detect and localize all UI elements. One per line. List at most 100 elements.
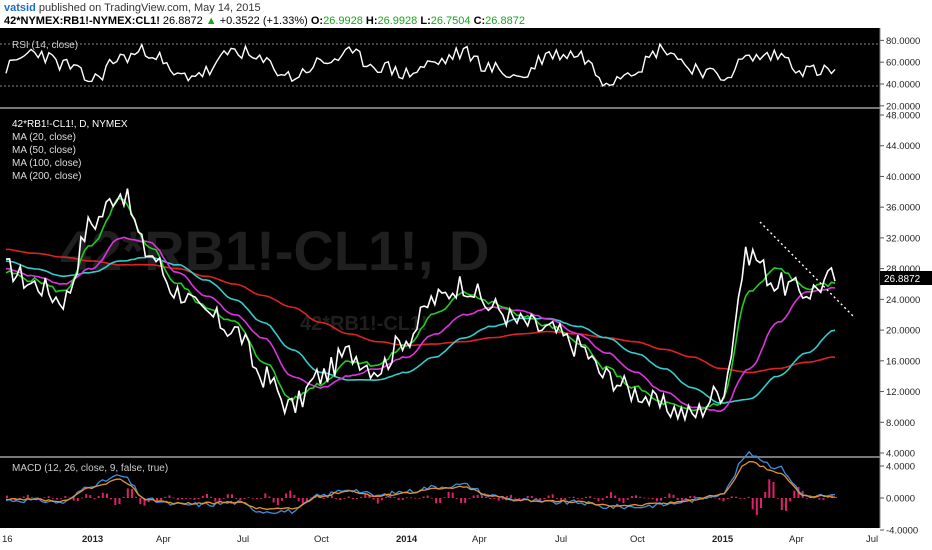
macd-histogram-bar	[355, 498, 358, 499]
macd-histogram-bar	[564, 498, 567, 500]
macd-histogram-bar	[56, 498, 58, 500]
macd-histogram-bar	[360, 496, 363, 498]
macd-histogram-bar	[768, 479, 771, 498]
macd-histogram-bar	[468, 498, 471, 499]
macd-histogram-bar	[597, 498, 600, 502]
main-panel: 42*RB1!-CL1!, D 42*RB1!-CL1! 42*RB1!-CL1…	[5, 111, 932, 460]
macd-label: MACD (12, 26, close, 9, false, true)	[12, 463, 168, 474]
macd-histogram-bar	[118, 498, 121, 504]
macd-histogram-bar	[551, 494, 554, 498]
chart-area[interactable]: RSI (14, close) 80.0000 60.0000 40.0000 20.…	[0, 28, 932, 550]
low-value: 26.7504	[430, 15, 471, 27]
macd-histogram-bar	[185, 498, 188, 499]
macd-histogram-bar	[22, 496, 25, 498]
macd-histogram-bar	[6, 495, 8, 498]
axis-tick-label: 24.0000	[886, 295, 920, 306]
main-axis-ticks: 48.0000 44.0000 40.0000 36.0000 32.0000 28.00…	[880, 111, 920, 460]
x-axis-tick-label: Jul	[237, 534, 249, 545]
axis-tick-label: 4.0000	[886, 462, 915, 473]
macd-histogram-bar	[293, 494, 296, 498]
close-label: C:	[473, 15, 486, 27]
macd-histogram-bar	[264, 493, 267, 498]
macd-histogram-bar	[143, 498, 146, 506]
axis-tick-label: 16.0000	[886, 356, 920, 367]
macd-histogram-bar	[68, 497, 71, 499]
macd-histogram-bar	[672, 494, 675, 498]
macd-histogram-bar	[310, 497, 313, 499]
macd-histogram-bar	[285, 493, 288, 498]
macd-histogram-bar	[464, 498, 467, 504]
macd-histogram-bar	[526, 495, 529, 498]
macd-histogram-bar	[385, 496, 388, 498]
macd-histogram-bar	[622, 498, 625, 504]
macd-histogram-bar	[739, 498, 742, 499]
rsi-label: RSI (14, close)	[12, 40, 78, 51]
macd-histogram-bar	[822, 498, 825, 500]
macd-histogram-bar	[343, 498, 346, 499]
macd-histogram-bar	[605, 496, 608, 498]
axis-tick-label: 48.0000	[886, 111, 920, 122]
macd-histogram-bar	[460, 498, 463, 504]
macd-histogram-bar	[805, 498, 808, 499]
macd-histogram-bar	[747, 496, 750, 498]
macd-histogram-bar	[543, 498, 546, 499]
macd-histogram-bar	[539, 498, 542, 502]
macd-histogram-bar	[72, 498, 75, 501]
macd-histogram-bar	[651, 498, 654, 500]
macd-histogram-bar	[585, 496, 588, 498]
macd-histogram-bar	[301, 498, 304, 504]
macd-histogram-bar	[364, 494, 367, 498]
legend-ma200: MA (200, close)	[12, 171, 81, 182]
legend-ma50: MA (50, close)	[12, 145, 76, 156]
axis-tick-label: 80.0000	[886, 36, 920, 47]
macd-histogram-bar	[47, 496, 50, 498]
macd-histogram-bar	[397, 498, 400, 501]
macd-histogram-bar	[814, 497, 817, 499]
macd-histogram-bar	[10, 498, 13, 499]
macd-histogram-bar	[114, 498, 117, 505]
macd-histogram-bar	[106, 493, 108, 498]
macd-histogram-bar	[751, 498, 754, 510]
rsi-axis-ticks: 80.0000 60.0000 40.0000 20.0000	[880, 36, 920, 112]
x-axis-ticks: 16 2013 Apr Jul Oct 2014 Apr Jul Oct 2015 Apr Jul	[2, 534, 878, 545]
x-axis-tick-label: Apr	[789, 534, 804, 545]
ma20-line	[5, 197, 836, 412]
macd-histogram-bar	[239, 498, 242, 501]
macd-histogram-bar	[635, 495, 637, 498]
macd-histogram-bar	[601, 498, 604, 501]
macd-histogram-bar	[730, 496, 733, 498]
macd-histogram-bar	[626, 498, 629, 500]
macd-histogram-bar	[197, 498, 200, 499]
symbol-name: 42*NYMEX:RB1!-NYMEX:CL1!	[4, 15, 160, 27]
axis-tick-label: 12.0000	[886, 387, 920, 398]
macd-histogram-bar	[372, 498, 375, 500]
macd-histogram-bar	[726, 498, 729, 500]
price-change: +0.3522 (+1.33%)	[219, 15, 308, 27]
time-axis[interactable]	[0, 528, 932, 550]
header-bar: vatsid published on TradingView.com, May…	[0, 0, 932, 28]
symbol-line: 42*NYMEX:RB1!-NYMEX:CL1! 26.8872 ▲ +0.35…	[4, 15, 525, 27]
macd-histogram-bar	[472, 495, 475, 498]
macd-histogram-bar	[235, 498, 238, 499]
macd-histogram-bar	[418, 498, 421, 499]
macd-histogram-bar	[51, 498, 54, 499]
macd-histogram-bar	[206, 494, 208, 498]
macd-histogram-bar	[156, 498, 158, 501]
macd-histogram-bar	[176, 498, 179, 500]
macd-histogram-bar	[789, 498, 792, 502]
macd-histogram-bar	[43, 497, 46, 499]
macd-histogram-bar	[676, 498, 679, 500]
axis-tick-label: 28.0000	[886, 264, 920, 275]
macd-histogram-bar	[639, 496, 642, 498]
macd-histogram-bar	[630, 496, 633, 498]
macd-histogram-bar	[547, 495, 550, 498]
x-axis-tick-label: Oct	[314, 534, 329, 545]
macd-histogram-bar	[743, 498, 746, 499]
username-link[interactable]: vatsid	[4, 2, 36, 14]
macd-histogram-bar	[501, 498, 504, 500]
macd-histogram-bar	[335, 498, 338, 499]
close-value: 26.8872	[485, 15, 525, 27]
macd-histogram-bar	[97, 496, 100, 498]
macd-histogram-bar	[201, 495, 204, 498]
macd-histogram-bar	[81, 497, 83, 499]
